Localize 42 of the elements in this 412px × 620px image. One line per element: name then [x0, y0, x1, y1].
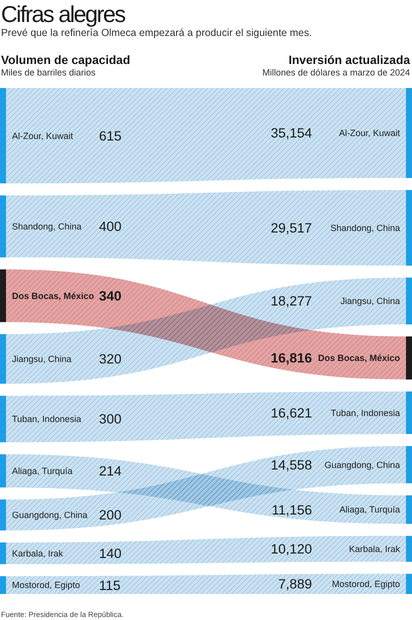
data-label: 214	[99, 464, 122, 479]
text: Inversión actualizada	[288, 53, 410, 67]
category-label: Dos Bocas, México	[12, 290, 95, 301]
data-label: 320	[99, 352, 122, 367]
category-label: Mostorod, Egipto	[332, 579, 400, 590]
data-label: 400	[99, 219, 122, 234]
text: Miles de barriles diarios	[1, 68, 96, 78]
category-label: Al-Zour, Kuwait	[12, 130, 74, 141]
data-label: 10,120	[270, 542, 312, 557]
category-label: Shandong, China	[330, 222, 400, 233]
data-label: 140	[99, 546, 122, 562]
data-label: 14,558	[270, 457, 312, 472]
category-label: Mostorod, Egipto	[12, 580, 80, 590]
category-label: Aliaga, Turquía	[339, 504, 400, 515]
category-label: Jiangsu, China	[340, 296, 400, 306]
category-label: Karbala, Irak	[12, 548, 64, 558]
category-label: Aliaga, Turquía	[12, 466, 73, 476]
category-label: Guangdong, China	[12, 510, 88, 520]
text: Millones de dólares a marzo de 2024	[262, 68, 410, 78]
category-label: Shandong, China	[12, 222, 82, 232]
data-label: 615	[99, 128, 122, 144]
data-label: 11,156	[272, 502, 312, 518]
data-label: 29,517	[270, 220, 312, 236]
data-label: 16,816	[270, 350, 312, 366]
data-label: 115	[99, 578, 121, 593]
data-label: 340	[99, 288, 122, 304]
data-label: 35,154	[270, 126, 312, 141]
data-label: 18,277	[270, 294, 312, 309]
category-label: Jiangsu, China	[12, 354, 72, 364]
category-label: Al-Zour, Kuwait	[338, 128, 400, 138]
data-label: 200	[99, 508, 122, 523]
data-label: 7,889	[278, 576, 312, 592]
category-label: Tuban, Indonesia	[12, 414, 82, 424]
category-label: Guangdong, China	[324, 460, 400, 470]
category-label: Karbala, Irak	[348, 544, 400, 554]
series-label: Volumen de capacidad	[1, 53, 130, 67]
category-label: Tuban, Indonesia	[330, 408, 400, 418]
text: Cifras alegres	[1, 1, 126, 27]
data-label: 300	[99, 412, 122, 427]
text: Prevé que la refinería Olmeca empezará a producir el siguiente mes.	[1, 28, 312, 39]
data-label: 16,621	[270, 405, 312, 420]
category-label: Dos Bocas, México	[318, 353, 400, 364]
